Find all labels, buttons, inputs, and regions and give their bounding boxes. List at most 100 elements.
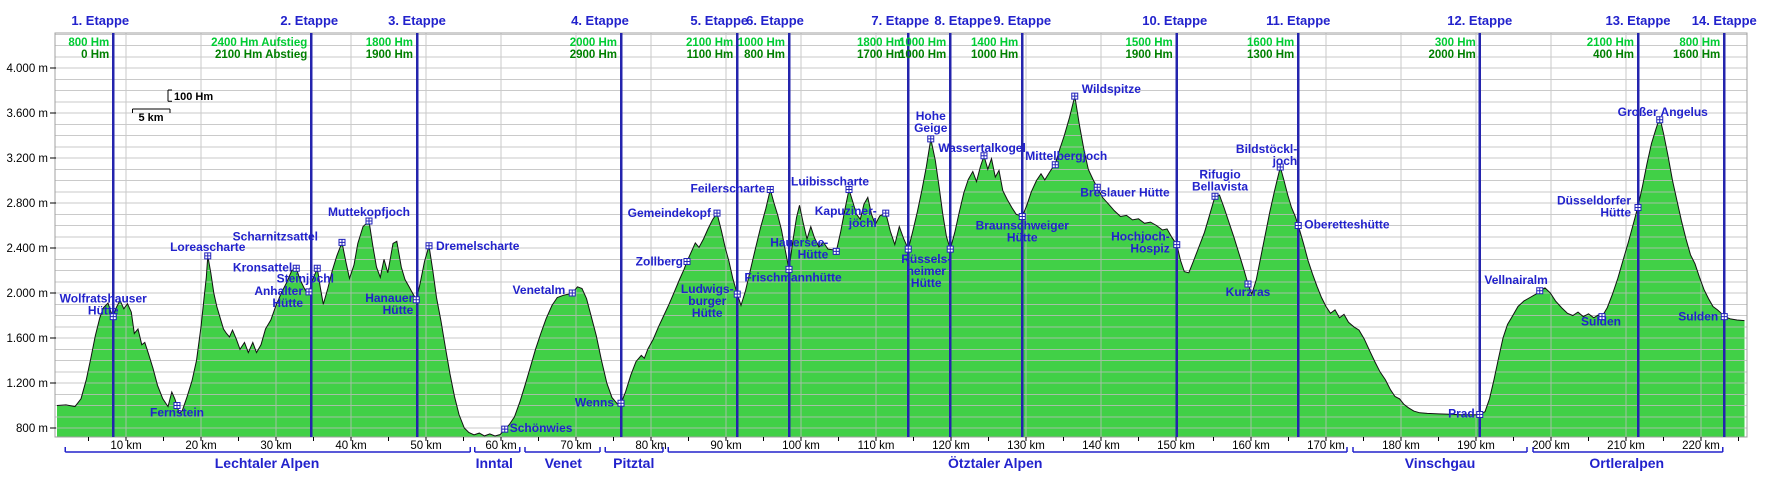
- marker-label: heimer: [907, 264, 947, 278]
- stage-label: 6. Etappe: [746, 13, 804, 28]
- marker-label: Hütte: [1600, 206, 1631, 220]
- stage-descent-value: 1900 Hm: [366, 49, 413, 61]
- marker: Wenns: [575, 395, 625, 409]
- x-axis-label: 60 km: [485, 440, 516, 452]
- region-bracket: [524, 447, 601, 453]
- stage-descent-value: 2900 Hm: [570, 49, 617, 61]
- marker: Fernstein: [150, 402, 204, 420]
- marker-label: Anhalter: [254, 284, 303, 298]
- stage-label: 5. Etappe: [690, 13, 748, 28]
- stage-ascent-value: 800 Hm: [68, 37, 109, 49]
- stage-descent-value: 1300 Hm: [1247, 49, 1294, 61]
- x-axis-label: 50 km: [410, 440, 441, 452]
- stage-label: 10. Etappe: [1142, 13, 1207, 28]
- x-axis: 10 km 20 km 30 km 40 km 50 km 60 km 70 km 80 km…: [88, 437, 1739, 452]
- stage-label: 1. Etappe: [71, 13, 129, 28]
- marker: Sulden: [1678, 310, 1728, 324]
- y-axis-label: 2.000 m: [6, 288, 48, 300]
- region-bracket: [474, 447, 521, 453]
- marker-label: Gemeindekopf: [628, 206, 712, 220]
- stage-descent-value: 1900 Hm: [1125, 49, 1172, 61]
- x-axis-label: 180 km: [1382, 440, 1420, 452]
- marker: [946, 245, 954, 253]
- marker: Breslauer Hütte: [1080, 183, 1170, 199]
- stage-label: 9. Etappe: [993, 13, 1051, 28]
- stage-ascent-value: 2400 Hm Aufstieg: [211, 37, 307, 49]
- marker-label: Bellavista: [1192, 179, 1248, 193]
- x-axis-label: 100 km: [782, 440, 820, 452]
- stage-descent-value: 800 Hm: [744, 49, 785, 61]
- x-axis-label: 70 km: [560, 440, 591, 452]
- y-axis-label: 3.600 m: [6, 108, 48, 120]
- region-label: Inntal: [476, 455, 513, 471]
- marker: Muttekopfjoch: [328, 205, 410, 225]
- marker: Schönwies: [501, 421, 573, 435]
- x-axis-label: 210 km: [1607, 440, 1645, 452]
- stage-descent-value: 1600 Hm: [1673, 49, 1720, 61]
- marker: Hauersee-Hütte: [770, 235, 840, 261]
- stage-ascent-value: 1000 Hm: [738, 37, 785, 49]
- marker-label: Rifugio: [1199, 167, 1240, 181]
- marker-label: Hanauer: [365, 291, 413, 305]
- marker-label: Schönwies: [510, 421, 573, 435]
- stage-descent-value: 1000 Hm: [899, 49, 946, 61]
- stage-ascent-value: 2100 Hm: [1587, 37, 1634, 49]
- marker: Steinjöchl: [277, 264, 334, 285]
- marker-label: Fernstein: [150, 406, 204, 420]
- marker-label: Sulden: [1581, 315, 1621, 329]
- stage-label: 8. Etappe: [934, 13, 992, 28]
- stage-descent-value: 1000 Hm: [971, 49, 1018, 61]
- y-axis-label: 4.000 m: [6, 63, 48, 75]
- x-axis-label: 160 km: [1232, 440, 1270, 452]
- stage-ascent-value: 2100 Hm: [686, 37, 733, 49]
- marker-label: Geige: [914, 121, 948, 135]
- marker-label: Hospiz: [1130, 242, 1169, 256]
- stage-ascent-value: 800 Hm: [1679, 37, 1720, 49]
- region-label: Pitztal: [613, 455, 654, 471]
- region-label: Vinschgau: [1405, 455, 1476, 471]
- stage-descent-value: 2100 Hm Abstieg: [215, 49, 307, 61]
- marker: Wassertalkogel: [938, 141, 1026, 160]
- marker: Sulden: [1581, 313, 1621, 329]
- stage-ascent-value: 300 Hm: [1435, 37, 1476, 49]
- stage-descent-value: 2000 Hm: [1428, 49, 1475, 61]
- marker-label: Venetalm: [513, 283, 566, 297]
- region-bracket: [1532, 447, 1724, 453]
- region-label: Ötztaler Alpen: [948, 455, 1042, 471]
- stage-descent-value: 400 Hm: [1593, 49, 1634, 61]
- marker-label: Bildstöckl-: [1236, 142, 1297, 156]
- marker: Kurzras: [1226, 280, 1271, 299]
- marker: Hochjoch-Hospiz: [1111, 230, 1181, 256]
- x-axis-label: 90 km: [710, 440, 741, 452]
- marker-label: Zollberg: [636, 255, 683, 269]
- marker-label: jöchl: [848, 216, 877, 230]
- marker: Prad: [1448, 407, 1484, 421]
- marker-label: Frischmannhütte: [744, 270, 842, 284]
- y-axis-label: 2.800 m: [6, 198, 48, 210]
- marker-label: Hütte: [798, 247, 829, 261]
- marker-label: Scharnitzsattel: [233, 229, 318, 243]
- marker-label: Loreascharte: [170, 240, 246, 254]
- x-axis-label: 40 km: [335, 440, 366, 452]
- marker-label: Wassertalkogel: [938, 141, 1026, 155]
- stage-ascent-value: 2000 Hm: [570, 37, 617, 49]
- marker-label: Oberetteshütte: [1304, 218, 1390, 232]
- marker: Loreascharte: [170, 240, 246, 260]
- marker-label: Hütte: [1007, 231, 1038, 245]
- marker: Mittelbergjoch: [1025, 149, 1107, 169]
- marker: Vellnairalm: [1484, 273, 1548, 295]
- stage-label: 4. Etappe: [571, 13, 629, 28]
- marker: Bildstöckl-joch: [1236, 142, 1297, 171]
- marker: Kapuziner-jöchl: [815, 204, 890, 230]
- marker-label: Muttekopfjoch: [328, 205, 410, 219]
- marker-label: Ludwigs-: [681, 282, 734, 296]
- stage-ascent-value: 1000 Hm: [899, 37, 946, 49]
- x-axis-label: 220 km: [1682, 440, 1720, 452]
